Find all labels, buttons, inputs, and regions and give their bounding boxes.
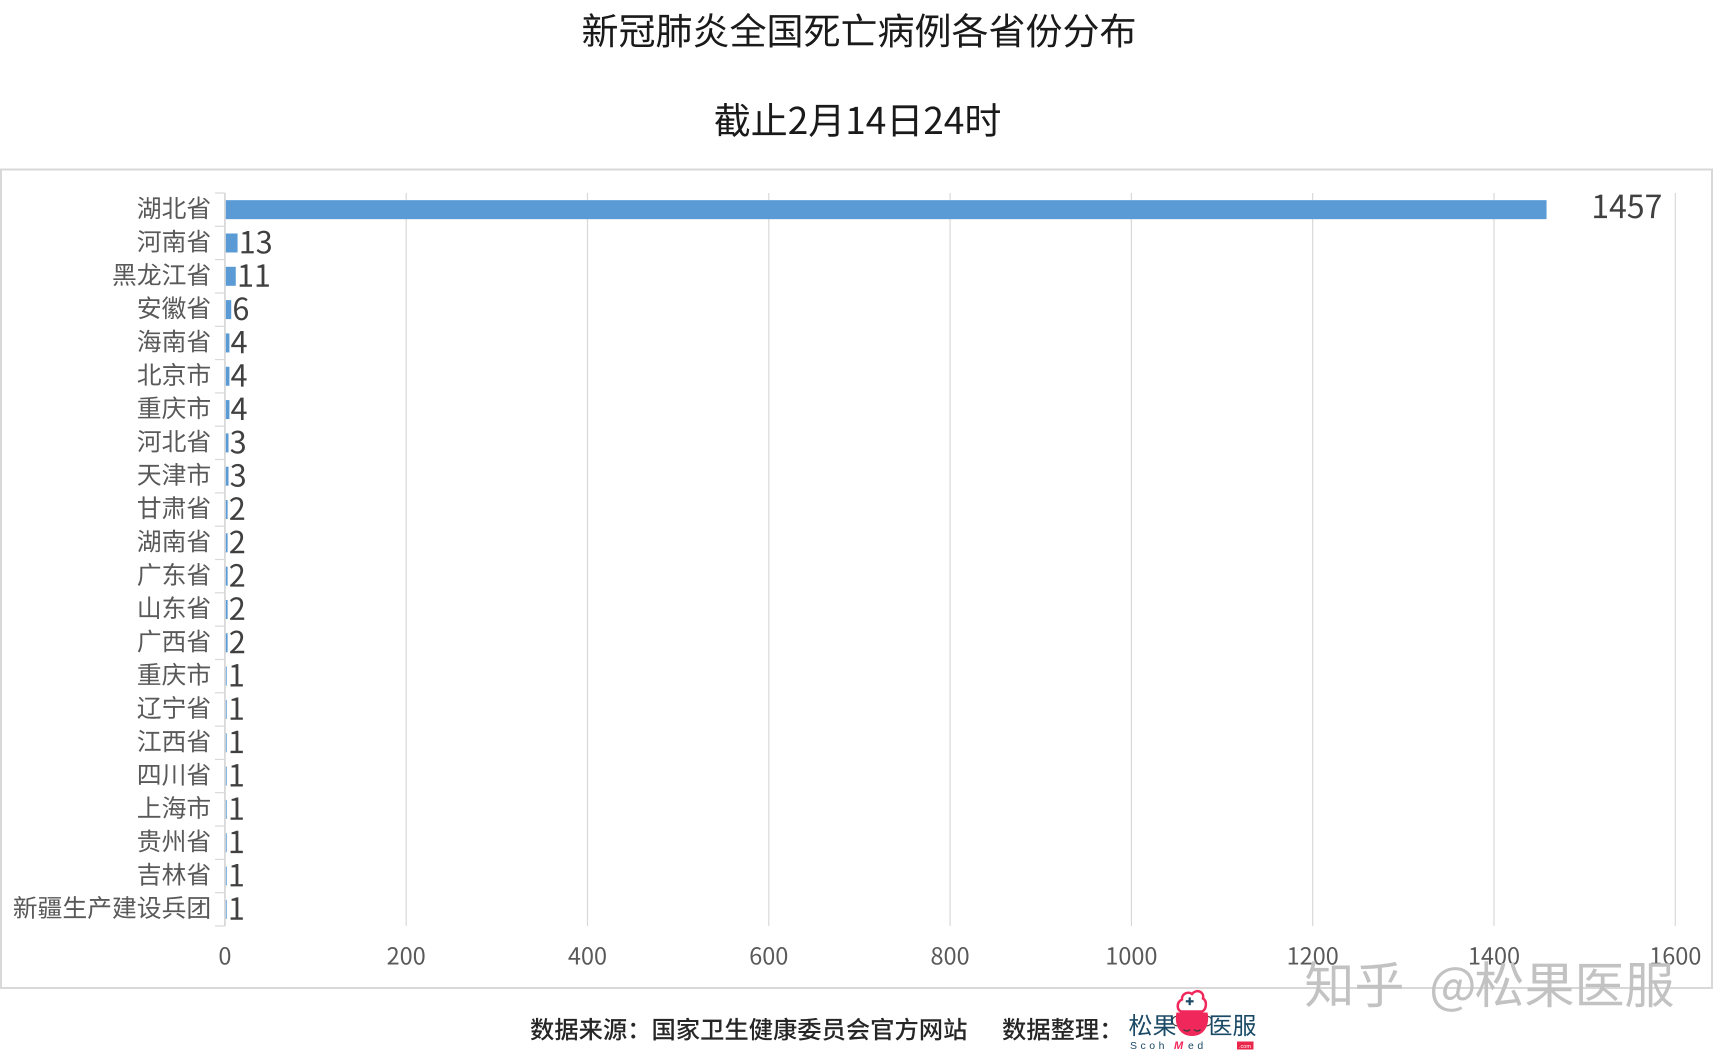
svg-text:ed: ed [1188, 1040, 1207, 1052]
svg-text:Scoh: Scoh [1130, 1040, 1168, 1052]
svg-text:M: M [1174, 1040, 1186, 1052]
svg-text:.com: .com [1239, 1044, 1251, 1050]
